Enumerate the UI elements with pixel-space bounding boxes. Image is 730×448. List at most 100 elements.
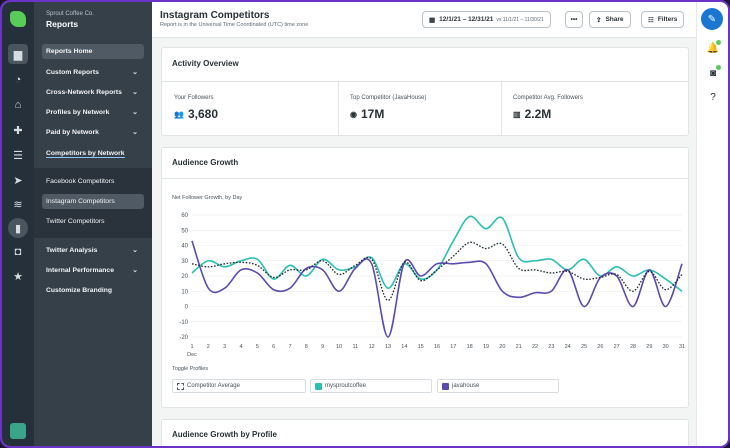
stat-your-followers: Your Followers 👥 3,680: [162, 82, 338, 136]
compose-icon[interactable]: ✎: [701, 8, 723, 30]
x-tick-label: 7: [288, 344, 291, 350]
listening-icon[interactable]: ≋: [13, 198, 23, 211]
series-line-competitor-average: [191, 241, 683, 302]
chevron-down-icon: ⌄: [132, 89, 138, 96]
gauge-icon[interactable]: ◔: [14, 74, 22, 86]
compare-range-label: vs 11/1/21 – 11/30/21: [496, 16, 544, 23]
calendar-icon: ▦: [429, 16, 436, 24]
toggle-label: Competitor Average: [187, 383, 240, 389]
x-tick-label: 19: [483, 344, 489, 350]
x-tick-label: 14: [401, 344, 407, 350]
sidebar-item-profiles-by-network[interactable]: Profiles by Network ⌄: [42, 105, 144, 120]
send-icon[interactable]: ➤: [13, 174, 23, 187]
sidebar-item-twitter-analysis[interactable]: Twitter Analysis ⌄: [42, 243, 144, 258]
sidebar-item-label: Profiles by Network: [46, 109, 110, 116]
stat-divider: [338, 82, 339, 136]
chevron-down-icon: ⌄: [132, 267, 138, 274]
card-title: Activity Overview: [172, 59, 239, 68]
page-header: Instagram Competitors Report is in the U…: [152, 2, 698, 38]
stat-divider: [501, 82, 502, 136]
date-range-button[interactable]: ▦ 12/1/21 – 12/31/21 vs 11/1/21 – 11/30/…: [422, 11, 551, 28]
sidebar-item-twitter-competitors[interactable]: Twitter Competitors: [42, 214, 144, 229]
more-button[interactable]: •••: [565, 11, 583, 28]
y-tick-label: 30: [181, 259, 188, 265]
net-follower-growth-chart: Net Follower Growth, by Day 60 50 40 30 20 10 0…: [172, 195, 685, 358]
help-icon[interactable]: ?: [710, 91, 716, 103]
toggle-label: mysproutcoffee: [325, 383, 366, 389]
card-title: Audience Growth by Profile: [172, 430, 277, 439]
audience-growth-card: Audience Growth Net Follower Growth, by …: [161, 147, 689, 408]
card-divider: [162, 81, 688, 82]
sidebar-item-customize-branding[interactable]: Customize Branding: [42, 283, 144, 298]
x-tick-label: 4: [239, 344, 242, 350]
stat-value: ▥ 2.2M: [513, 107, 552, 121]
stat-value: ◉ 17M: [350, 107, 385, 121]
avatar[interactable]: [10, 423, 26, 439]
inbox-icon[interactable]: ⌂: [14, 99, 22, 111]
star-icon[interactable]: ★: [13, 270, 23, 283]
sidebar-item-label: Custom Reports: [46, 69, 99, 76]
icon-rail: ▆ ◔ ⌂ ✚ ☰ ➤ ≋ ▮ ◘ ★: [2, 2, 34, 446]
x-tick-label: 16: [434, 344, 440, 350]
folder-icon[interactable]: ▆: [8, 44, 28, 64]
y-tick-label: 20: [181, 274, 188, 280]
section-title: Reports: [46, 19, 79, 29]
bot-icon[interactable]: ◘: [14, 246, 22, 258]
main-content: Instagram Competitors Report is in the U…: [152, 2, 698, 446]
chevron-down-icon: ⌄: [132, 129, 138, 136]
sidebar-item-paid-by-network[interactable]: Paid by Network ⌄: [42, 125, 144, 140]
filters-button[interactable]: ☷ Filters: [641, 11, 685, 28]
x-tick-label: 10: [336, 344, 342, 350]
share-icon: ⇪: [596, 16, 602, 24]
series-line-mysproutcoffee: [191, 215, 683, 292]
reports-icon[interactable]: ▮: [8, 218, 28, 238]
sidebar-item-instagram-competitors[interactable]: Instagram Competitors: [42, 194, 144, 209]
toggle-profiles-title: Toggle Profiles: [172, 366, 209, 372]
sidebar-item-label: Competitors by Network: [46, 149, 125, 158]
filter-icon: ☷: [648, 16, 654, 24]
x-tick-label: 31: [679, 344, 685, 350]
x-tick-label: 15: [418, 344, 424, 350]
y-tick-label: 50: [181, 228, 188, 234]
card-divider: [162, 178, 688, 179]
sprout-logo-icon[interactable]: [10, 11, 26, 27]
x-tick-label: 11: [352, 344, 358, 350]
sidebar-item-reports-home[interactable]: Reports Home: [42, 44, 144, 59]
x-tick-label: 23: [548, 344, 554, 350]
y-tick-label: 60: [181, 213, 188, 219]
stat-competitor-avg: Competitor Avg. Followers ▥ 2.2M: [501, 82, 690, 136]
x-tick-label: 17: [450, 344, 456, 350]
sidebar-item-cross-network[interactable]: Cross-Network Reports ⌄: [42, 85, 144, 100]
legend-swatch: [315, 383, 322, 390]
sidebar-item-internal-performance[interactable]: Internal Performance ⌄: [42, 263, 144, 278]
toggle-mysproutcoffee[interactable]: mysproutcoffee: [310, 379, 432, 393]
audience-growth-by-profile-card: Audience Growth by Profile: [161, 419, 689, 446]
chevron-down-icon: ⌄: [132, 247, 138, 254]
chevron-down-icon: ⌄: [132, 109, 138, 116]
sidebar-item-custom-reports[interactable]: Custom Reports ⌄: [42, 65, 144, 80]
sidebar-item-competitors-by-network[interactable]: Competitors by Network: [42, 146, 144, 161]
chevron-down-icon: ⌄: [132, 69, 138, 76]
pin-icon[interactable]: ✚: [13, 124, 23, 137]
bell-icon[interactable]: 🔔: [706, 42, 720, 54]
sidebar-item-facebook-competitors[interactable]: Facebook Competitors: [42, 174, 144, 189]
y-tick-label: 0: [185, 305, 189, 311]
feedback-icon[interactable]: ◙: [709, 67, 717, 79]
chart-title: Net Follower Growth, by Day: [172, 195, 243, 201]
toggle-javahouse[interactable]: javahouse: [437, 379, 559, 393]
sidebar-item-label: Internal Performance: [46, 267, 114, 274]
x-tick-label: 20: [499, 344, 505, 350]
x-tick-label: 9: [321, 344, 324, 350]
toggle-competitor-average[interactable]: Competitor Average: [172, 379, 306, 393]
x-tick-label: 13: [385, 344, 391, 350]
list-icon[interactable]: ☰: [13, 149, 23, 162]
right-rail: ✎ 🔔 ◙ ?: [696, 2, 728, 446]
x-tick-label: 3: [223, 344, 226, 350]
share-button[interactable]: ⇪ Share: [589, 11, 631, 28]
x-tick-label: 18: [467, 344, 473, 350]
legend-swatch: [442, 383, 449, 390]
users-icon: 👥: [174, 109, 184, 119]
sidebar-item-label: Twitter Analysis: [46, 247, 98, 254]
y-tick-label: 40: [181, 244, 188, 250]
